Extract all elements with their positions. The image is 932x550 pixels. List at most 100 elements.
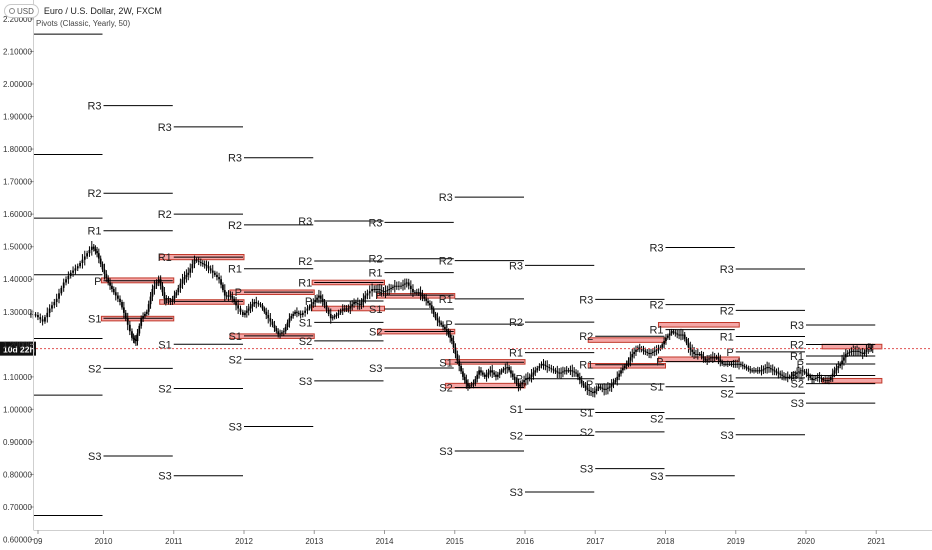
candle-body: [698, 354, 701, 356]
candle-body: [452, 341, 455, 348]
candle-body: [854, 350, 857, 352]
candle-body: [339, 310, 342, 313]
pivot-label-p: P: [375, 290, 382, 302]
candle-body: [495, 374, 497, 377]
candle-body: [351, 304, 354, 307]
candle-body: [779, 373, 782, 375]
candle-body: [255, 302, 258, 304]
pivot-label-r3: R3: [439, 192, 453, 204]
candle-body: [122, 307, 125, 313]
candle-body: [159, 279, 162, 286]
x-tick-label: 2014: [376, 537, 394, 546]
candle-body: [508, 367, 510, 371]
x-tick-label: 2011: [165, 537, 183, 546]
candle-body: [813, 379, 815, 381]
candle-body: [92, 246, 95, 249]
candle-body: [111, 285, 113, 289]
candle-body: [560, 372, 562, 374]
candle-body: [844, 354, 847, 358]
candle-body: [271, 321, 274, 325]
candle-body: [725, 363, 727, 365]
pivot-label-p: P: [726, 347, 733, 359]
candle-body: [816, 376, 819, 378]
candle-body: [454, 347, 457, 355]
candle-body: [807, 373, 810, 376]
candle-body: [281, 332, 283, 334]
candle-body: [659, 347, 662, 349]
y-tick-label: 1.70000: [3, 178, 32, 187]
candle-body: [241, 311, 244, 316]
candle-body: [788, 376, 791, 378]
candle-body: [799, 370, 802, 372]
candle-body: [225, 295, 228, 297]
candle-body: [297, 312, 300, 314]
candle-body: [584, 385, 587, 388]
candle-body: [333, 316, 336, 318]
candle-body: [538, 365, 541, 369]
candle-body: [646, 351, 649, 353]
pivot-label-r3: R3: [649, 243, 663, 255]
candle-body: [249, 306, 252, 309]
candle-body: [500, 370, 503, 373]
currency-badge[interactable]: USD: [4, 4, 39, 18]
pivot-label-s3: S3: [299, 376, 312, 388]
candle-body: [149, 296, 152, 305]
candle-body: [209, 268, 212, 271]
pivot-label-r2: R2: [790, 340, 804, 352]
candle-body: [721, 361, 724, 364]
candle-body: [233, 298, 236, 303]
candle-body: [429, 303, 431, 306]
candle-body: [859, 351, 862, 353]
candle-body: [140, 318, 143, 326]
candle-body: [629, 357, 632, 361]
candle-body: [668, 333, 671, 336]
candle-body: [485, 374, 488, 377]
candle-body: [743, 365, 746, 368]
candle-body: [605, 388, 607, 390]
candle-body: [144, 313, 146, 317]
pivot-label-p: P: [516, 374, 523, 386]
pivot-label-r2: R2: [298, 256, 312, 268]
candle-body: [519, 384, 522, 387]
axes-layer: 0.60000 0.70000 0.80000 0.90000 1.00000 1.100…: [3, 0, 932, 546]
candle-body: [706, 359, 709, 361]
pivot-label-r1: R1: [368, 268, 382, 280]
candle-body: [462, 371, 464, 377]
candle-body: [86, 253, 89, 257]
pivot-label-r3: R3: [228, 153, 242, 165]
indicator-label[interactable]: Pivots (Classic, Yearly, 50): [36, 19, 131, 28]
candle-body: [685, 338, 688, 344]
candle-body: [676, 333, 679, 335]
candle-body: [592, 392, 594, 394]
candle-body: [400, 285, 402, 287]
candle-body: [299, 313, 302, 316]
candle-body: [76, 266, 79, 269]
candle-body: [769, 368, 772, 370]
candle-body: [341, 308, 344, 311]
candle-body: [304, 310, 307, 313]
candle-body: [51, 305, 53, 309]
candle-body: [483, 374, 486, 377]
pivot-zone: [159, 299, 245, 305]
pivot-label-r2: R2: [579, 331, 593, 343]
candle-body: [327, 309, 330, 314]
candle-body: [575, 372, 577, 374]
candle-body: [353, 302, 355, 305]
candle-body: [627, 360, 630, 364]
candle-body: [402, 284, 404, 286]
candle-body: [809, 375, 812, 378]
candle-body: [314, 299, 317, 303]
pivot-label-s3: S3: [580, 464, 593, 476]
candle-body: [132, 337, 135, 339]
candle-body: [308, 306, 311, 309]
candle-body: [157, 279, 160, 283]
candle-body: [253, 302, 256, 305]
candle-body: [362, 298, 365, 303]
y-tick-label: 0.70000: [3, 503, 32, 512]
candle-body: [640, 348, 643, 350]
candle-body: [46, 312, 49, 318]
candle-body: [99, 258, 102, 265]
current-price-layer: 10d 22h: [0, 341, 932, 356]
candle-body: [556, 371, 559, 373]
